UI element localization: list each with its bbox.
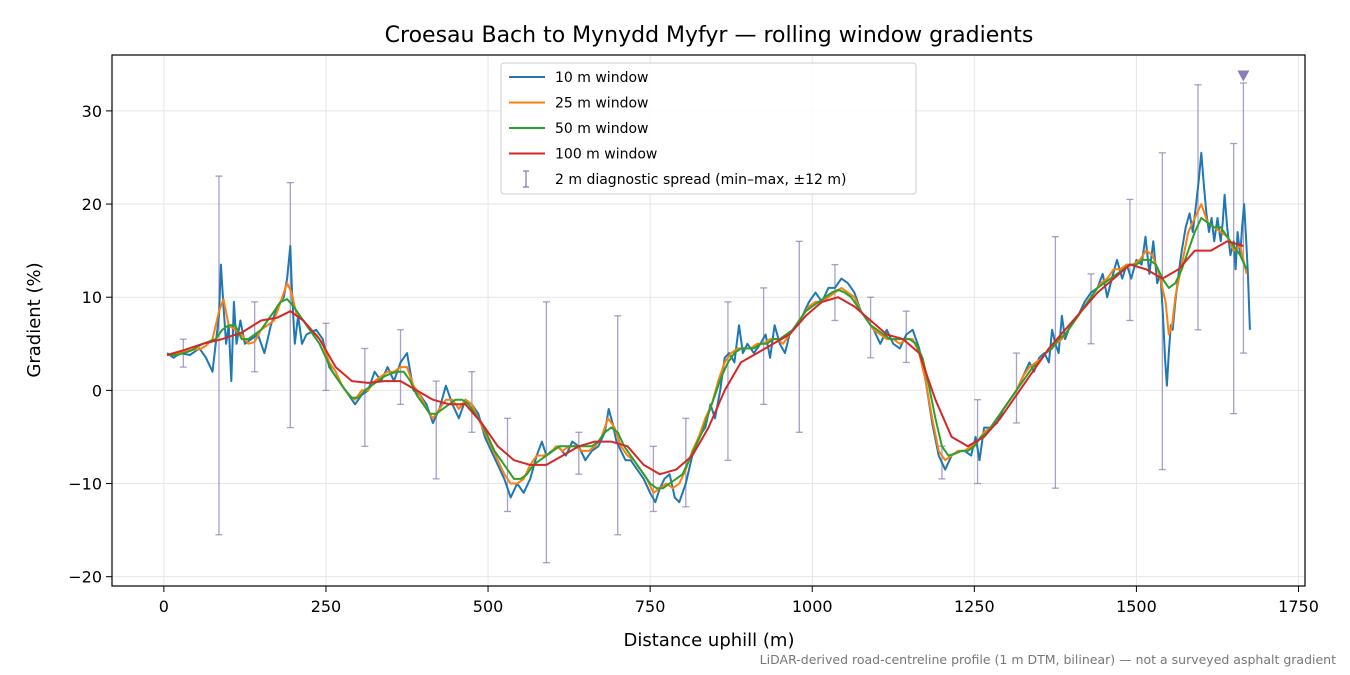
peak-marker-0 bbox=[1237, 70, 1250, 82]
error-bar-28 bbox=[1194, 84, 1202, 331]
x-axis-ticks: 0 250 500 750 1000 1250 1500 1750 bbox=[159, 586, 1319, 616]
error-bar-14 bbox=[682, 417, 690, 508]
series-line-3 bbox=[166, 240, 1244, 476]
y-tick-label: 10 bbox=[82, 288, 102, 307]
y-tick-label: 30 bbox=[82, 102, 102, 121]
x-tick-label: 500 bbox=[473, 597, 504, 616]
x-tick-label: 250 bbox=[311, 597, 342, 616]
y-axis-ticks: −20 −10 0 10 20 30 bbox=[68, 102, 112, 587]
legend-box bbox=[500, 62, 917, 195]
plot-frame bbox=[111, 54, 1306, 587]
legend-entry-3: 100 m window bbox=[555, 147, 657, 163]
x-axis-label: Distance uphill (m) bbox=[624, 630, 795, 651]
series-line-2 bbox=[167, 217, 1248, 490]
chart-title: Croesau Bach to Mynydd Myfyr — rolling w… bbox=[385, 23, 1034, 48]
error-bar-25 bbox=[1087, 273, 1095, 345]
error-bar-10 bbox=[542, 301, 550, 564]
footnote: LiDAR-derived road-centreline profile (1… bbox=[760, 652, 1336, 667]
x-tick-label: 1000 bbox=[792, 597, 833, 616]
error-bar-11 bbox=[575, 431, 583, 475]
x-tick-label: 1500 bbox=[1116, 597, 1157, 616]
error-bar-24 bbox=[1051, 236, 1059, 489]
error-bar-19 bbox=[867, 296, 875, 359]
y-tick-label: 0 bbox=[92, 381, 102, 400]
error-bar-9 bbox=[504, 417, 512, 513]
error-bar-8 bbox=[468, 371, 476, 433]
error-bar-3 bbox=[286, 181, 294, 429]
series-lines bbox=[166, 151, 1251, 504]
error-bar-16 bbox=[760, 287, 768, 405]
legend: 10 m window 25 m window 50 m window 100 m w… bbox=[500, 62, 917, 195]
error-bar-5 bbox=[361, 347, 369, 447]
error-bar-17 bbox=[795, 240, 803, 433]
legend-entry-0: 10 m window bbox=[555, 70, 648, 86]
y-tick-label: 20 bbox=[82, 195, 102, 214]
legend-swatch-errorbar bbox=[523, 170, 529, 188]
y-axis-label: Gradient (%) bbox=[24, 262, 45, 377]
error-bar-12 bbox=[614, 315, 622, 536]
error-bar-1 bbox=[215, 175, 223, 536]
error-bar-29 bbox=[1230, 142, 1238, 415]
x-tick-label: 1750 bbox=[1278, 597, 1319, 616]
x-tick-label: 1250 bbox=[954, 597, 995, 616]
y-tick-label: −20 bbox=[68, 568, 102, 587]
legend-entry-4: 2 m diagnostic spread (min–max, ±12 m) bbox=[555, 172, 846, 188]
legend-entry-2: 50 m window bbox=[555, 121, 648, 137]
error-bar-23 bbox=[1012, 352, 1020, 424]
legend-entry-1: 25 m window bbox=[555, 96, 648, 112]
x-tick-label: 0 bbox=[159, 597, 169, 616]
error-bar-7 bbox=[432, 380, 440, 480]
annotations bbox=[1237, 70, 1250, 82]
error-bar-15 bbox=[724, 301, 732, 461]
y-tick-label: −10 bbox=[68, 475, 102, 494]
x-tick-label: 750 bbox=[635, 597, 666, 616]
error-bar-26 bbox=[1126, 198, 1134, 322]
